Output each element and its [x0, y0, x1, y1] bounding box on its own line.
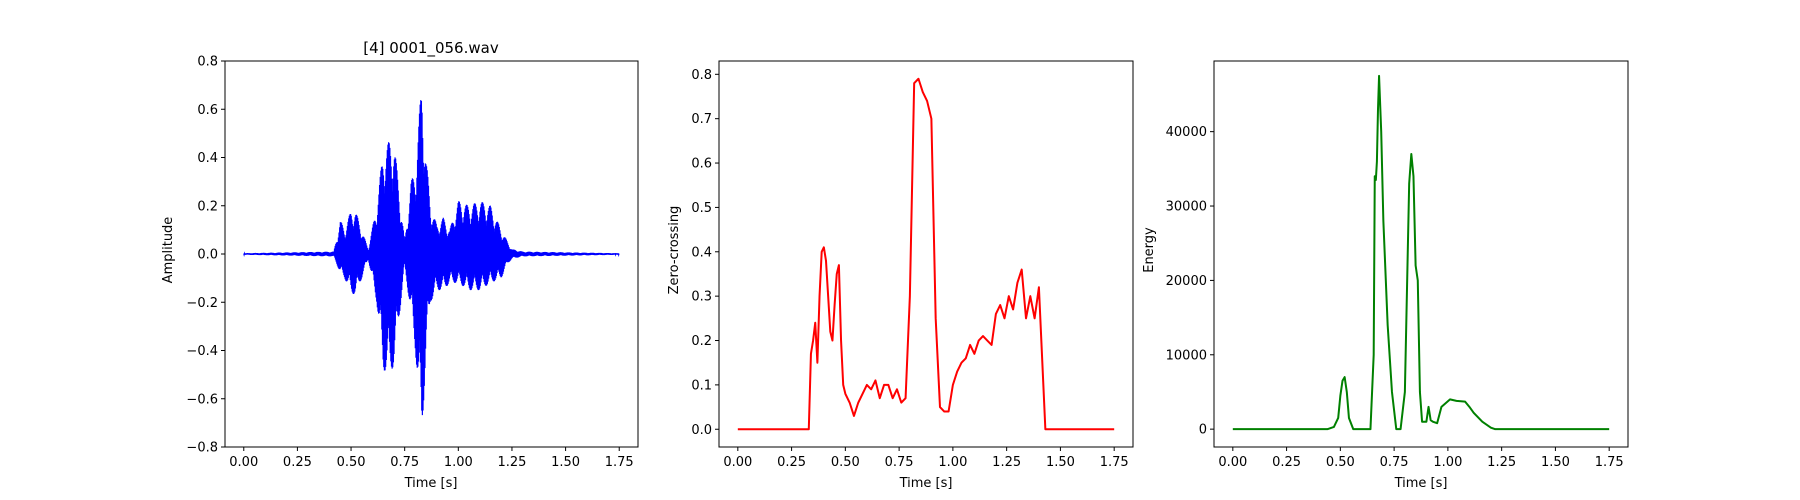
- y-tick-label: 0.3: [691, 290, 712, 305]
- zero-crossing-chart: Time [s] Zero-crossing 0.00 0.25 0.50 0.75 1…: [667, 60, 1134, 491]
- y-axis-label: Amplitude: [161, 217, 176, 284]
- y-tick-label: 0.6: [691, 157, 712, 172]
- y-tick-label: 0.5: [691, 201, 712, 216]
- y-tick-label: −0.2: [186, 296, 218, 311]
- x-tick-label: 0.75: [885, 455, 914, 470]
- x-tick-label: 0.50: [831, 455, 860, 470]
- x-tick-label: 0.25: [283, 455, 312, 470]
- y-tick-label: 0.6: [197, 103, 218, 118]
- y-tick-label: 0.1: [691, 378, 712, 393]
- energy-chart: Time [s] Energy 0.00 0.25 0.50 0.75 1.00 1.25…: [1142, 60, 1629, 491]
- x-tick-label: 0.75: [1380, 455, 1409, 470]
- y-tick-label: −0.4: [186, 344, 218, 359]
- x-axis-label: Time [s]: [899, 476, 953, 491]
- y-tick-label: −0.8: [186, 441, 218, 456]
- y-tick-label: 10000: [1166, 348, 1207, 363]
- series-line: [737, 77, 1115, 431]
- y-tick-label: 0.4: [691, 245, 712, 260]
- y-tick-label: 0.8: [691, 68, 712, 83]
- x-tick-label: 1.25: [1487, 455, 1516, 470]
- x-tick-label: 1.50: [1541, 455, 1570, 470]
- y-tick-label: 0.0: [691, 423, 712, 438]
- x-tick-label: 0.25: [1272, 455, 1301, 470]
- x-tick-label: 0.50: [1326, 455, 1355, 470]
- x-tick-label: 0.00: [229, 455, 258, 470]
- y-tick-label: 0.8: [197, 55, 218, 70]
- x-tick-label: 1.75: [1595, 455, 1624, 470]
- x-tick-label: 0.00: [1218, 455, 1247, 470]
- x-tick-label: 1.00: [938, 455, 967, 470]
- y-tick-label: 30000: [1166, 200, 1207, 215]
- y-tick-label: 0.2: [197, 199, 218, 214]
- chart-title: [4] 0001_056.wav: [363, 39, 499, 58]
- y-tick-label: 0.4: [197, 151, 218, 166]
- y-tick-label: 20000: [1166, 274, 1207, 289]
- y-tick-label: 40000: [1166, 125, 1207, 140]
- x-tick-label: 1.00: [1433, 455, 1462, 470]
- y-tick-label: 0.0: [197, 248, 218, 263]
- series-line: [1232, 74, 1610, 431]
- x-tick-label: 1.25: [992, 455, 1021, 470]
- y-tick-label: 0: [1199, 423, 1207, 438]
- x-tick-label: 1.50: [1046, 455, 1075, 470]
- amplitude-chart: [4] 0001_056.wav Time [s] Amplitude 0.00…: [161, 39, 639, 491]
- y-axis-label: Energy: [1142, 227, 1157, 273]
- waveform-line: [243, 100, 620, 416]
- y-tick-label: 0.7: [691, 112, 712, 127]
- plot-frame: [718, 60, 1134, 448]
- y-axis-label: Zero-crossing: [667, 206, 682, 295]
- x-tick-label: 1.25: [497, 455, 526, 470]
- x-tick-label: 1.50: [551, 455, 580, 470]
- plot-frame: [1213, 60, 1629, 448]
- x-axis-label: Time [s]: [1394, 476, 1448, 491]
- x-tick-label: 1.00: [444, 455, 473, 470]
- x-tick-label: 0.75: [390, 455, 419, 470]
- x-tick-label: 1.75: [1100, 455, 1129, 470]
- x-tick-label: 1.75: [605, 455, 634, 470]
- x-tick-label: 0.00: [723, 455, 752, 470]
- x-tick-label: 0.25: [777, 455, 806, 470]
- y-tick-label: 0.2: [691, 334, 712, 349]
- y-tick-label: −0.6: [186, 392, 218, 407]
- x-tick-label: 0.50: [337, 455, 366, 470]
- x-axis-label: Time [s]: [404, 476, 458, 491]
